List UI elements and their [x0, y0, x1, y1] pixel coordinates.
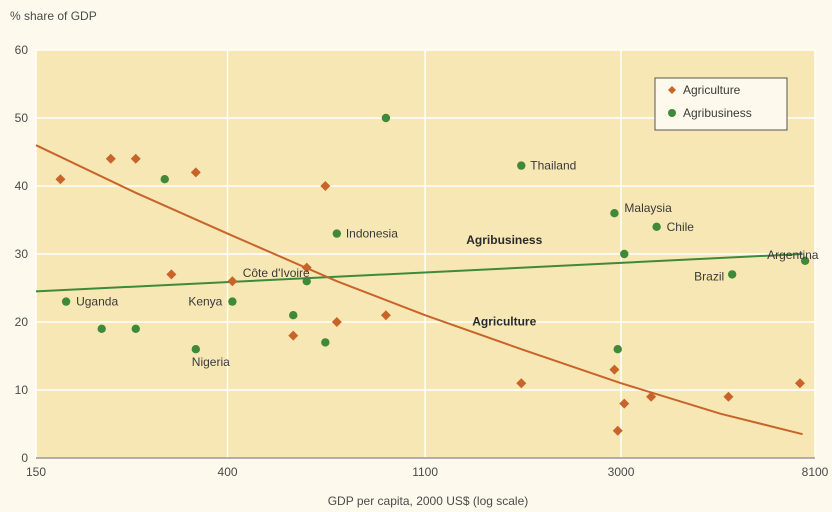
agriculture-point [612, 425, 623, 436]
y-tick-label: 30 [15, 247, 29, 261]
point-label-kenya: Kenya [188, 295, 222, 309]
x-tick-label: 3000 [608, 465, 635, 479]
y-tick-label: 60 [15, 43, 29, 57]
agribusiness-point [61, 297, 71, 306]
agribusiness-point [302, 277, 311, 286]
point-label-c-te-d-ivoire: Côte d'Ivoire [243, 266, 310, 280]
point-label-thailand: Thailand [530, 159, 576, 173]
point-annotations: Uganda Nigeria Kenya Côte d'Ivoire Indonesia… [76, 159, 819, 370]
y-axis-title: % share of GDP [10, 9, 97, 23]
agribusiness-point [800, 256, 810, 265]
agribusiness-point [131, 324, 140, 333]
agriculture-point [646, 391, 657, 402]
agribusiness-point [517, 161, 526, 170]
agriculture-point [166, 269, 177, 280]
agribusiness-point [381, 113, 391, 123]
axes: 150 400 1100 3000 8100 0 10 20 30 40 50 60 [15, 43, 829, 479]
agriculture-point [105, 153, 116, 164]
legend-agriculture-marker [668, 86, 676, 94]
agribusiness-point [289, 311, 298, 320]
agribusiness-point [620, 249, 629, 259]
trend-line-agribusiness [35, 253, 803, 293]
point-label-chile: Chile [667, 220, 695, 234]
agribusiness-point [727, 270, 737, 279]
agribusiness-point [332, 229, 342, 238]
agriculture-point [609, 364, 620, 375]
legend-box [654, 77, 788, 131]
agriculture-point [190, 167, 201, 178]
y-tick-label: 0 [21, 451, 28, 465]
agribusiness-point [228, 297, 237, 306]
agriculture-point [380, 310, 391, 321]
y-tick-label: 20 [15, 315, 29, 329]
point-label-uganda: Uganda [76, 295, 118, 309]
trend-line-label-agriculture: Agriculture [472, 314, 536, 328]
legend-agriculture-label: Agriculture [683, 83, 741, 97]
agriculture-point [320, 181, 331, 191]
agriculture-point [130, 153, 141, 164]
agribusiness-point [652, 222, 661, 231]
agribusiness-point [160, 175, 169, 184]
legend-agribusiness-marker [668, 109, 676, 117]
trend-line-agriculture [35, 144, 803, 436]
agriculture-point [794, 378, 805, 389]
agriculture-point [288, 330, 299, 341]
data-points [55, 113, 810, 436]
agribusiness-point [97, 324, 106, 333]
x-tick-label: 1100 [412, 465, 438, 479]
y-tick-label: 50 [15, 111, 29, 125]
agribusiness-point [321, 338, 330, 347]
x-tick-label: 400 [218, 465, 238, 479]
legend: Agriculture Agribusiness [654, 77, 788, 131]
trend-line-label-agribusiness: Agribusiness [466, 233, 542, 247]
point-label-argentina: Argentina [767, 248, 819, 262]
y-tick-label: 40 [15, 179, 29, 193]
x-tick-label: 150 [26, 465, 46, 479]
agriculture-point [619, 398, 630, 409]
agribusiness-point [610, 209, 619, 218]
x-axis-title: GDP per capita, 2000 US$ (log scale) [328, 494, 529, 508]
agriculture-point [301, 262, 312, 273]
agriculture-point [331, 317, 342, 327]
agriculture-point [227, 276, 238, 287]
agriculture-point [723, 391, 734, 402]
trend-lines: Agribusiness Agriculture [35, 144, 803, 436]
x-tick-label: 8100 [802, 465, 829, 479]
agribusiness-point [613, 345, 622, 354]
point-label-nigeria: Nigeria [192, 355, 230, 369]
y-tick-label: 10 [15, 383, 29, 397]
point-label-malaysia: Malaysia [624, 201, 672, 215]
agriculture-point [516, 378, 527, 389]
point-label-indonesia: Indonesia [346, 227, 398, 241]
legend-agribusiness-label: Agribusiness [683, 106, 752, 120]
agriculture-point [55, 174, 66, 185]
point-label-brazil: Brazil [694, 269, 724, 283]
agribusiness-point [191, 345, 201, 354]
